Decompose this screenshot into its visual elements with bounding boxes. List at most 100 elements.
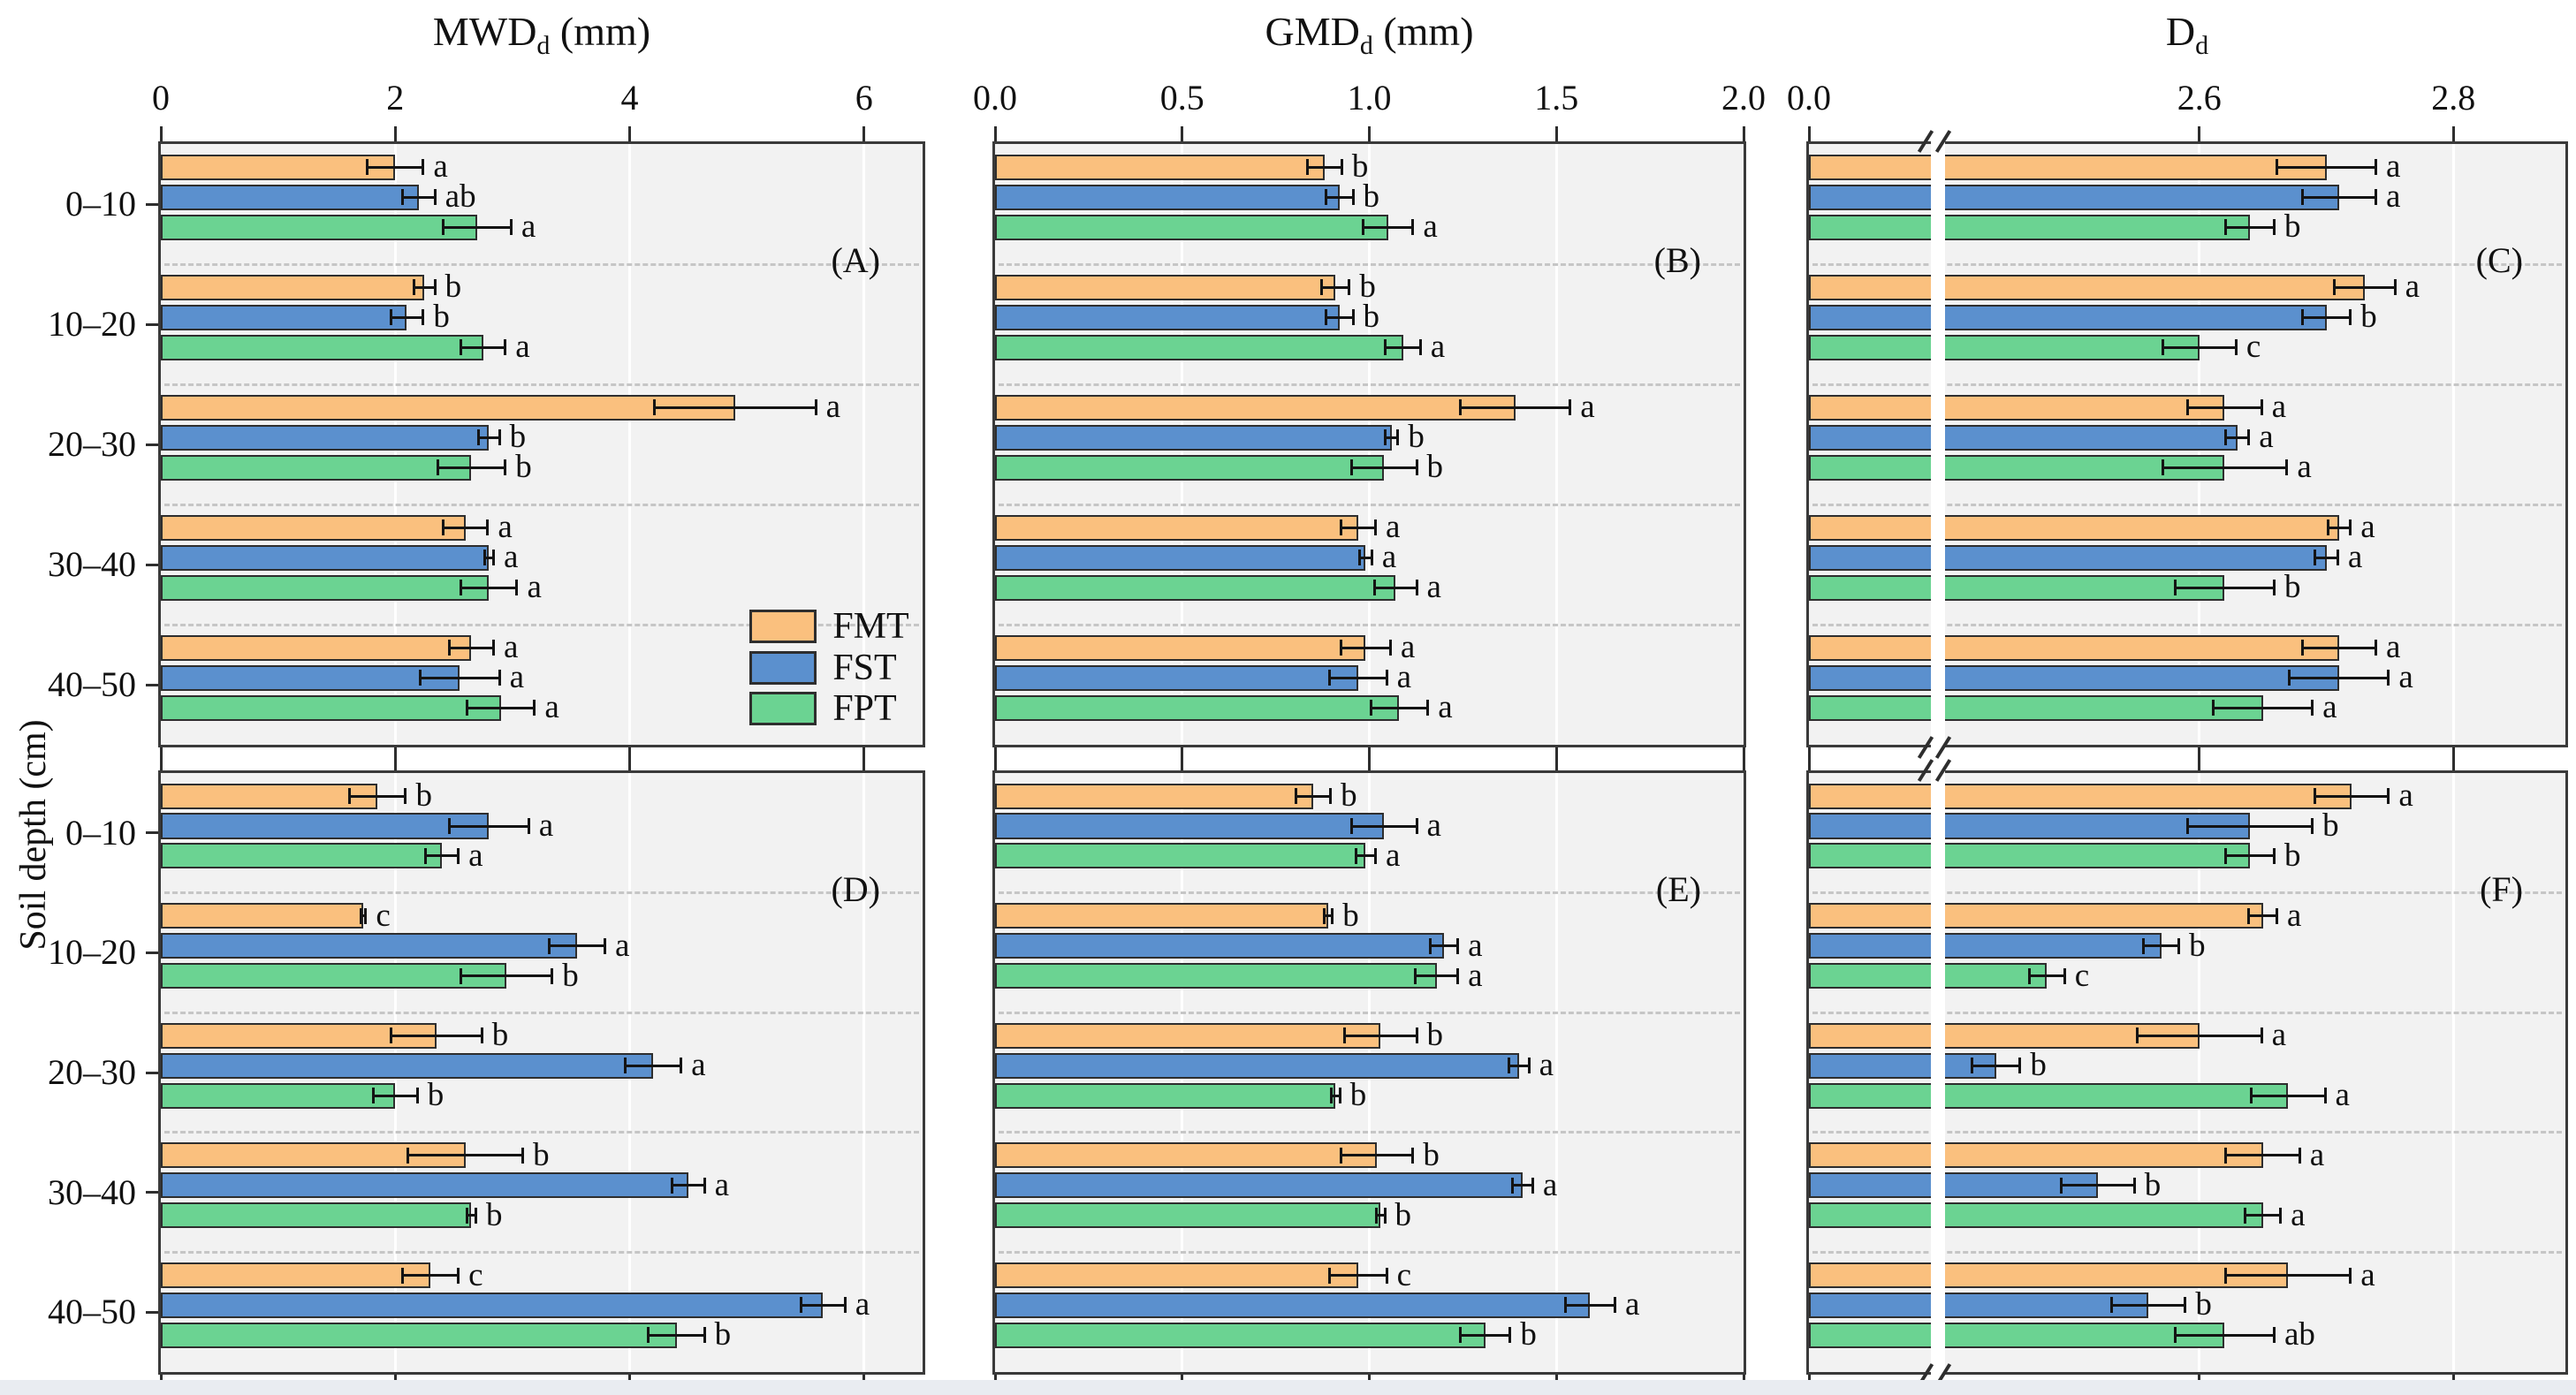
x-tick-label: 1.0 — [1347, 78, 1392, 118]
group-separator — [164, 1011, 919, 1014]
sig-letter: ab — [2283, 1316, 2315, 1353]
x-tick — [2198, 126, 2201, 141]
error-bar — [2224, 1274, 2352, 1277]
bar-FMT — [161, 154, 396, 180]
sig-letter: a — [1580, 389, 1595, 426]
bar-FST — [1809, 1292, 2149, 1318]
error-bar-cap — [1357, 550, 1361, 566]
axis-title: MWDd (mm) — [432, 9, 651, 61]
x-tick — [862, 126, 866, 141]
bar-FPT — [995, 214, 1388, 240]
x-tick — [627, 755, 631, 770]
bar-FMT — [1809, 1262, 2289, 1289]
error-bar — [652, 406, 817, 409]
error-bar-cap — [2279, 1207, 2283, 1224]
bar-FST — [161, 1052, 653, 1079]
panel-E: (E) b a a b a a b a b b a b c a b — [992, 755, 1746, 1390]
sig-letter: b — [1426, 449, 1444, 486]
error-bar-cap — [2177, 937, 2181, 954]
error-bar-cap — [2272, 219, 2276, 236]
group-label: 30–40 — [48, 1171, 136, 1212]
error-bar-cap — [1415, 1027, 1418, 1044]
error-bar-cap — [1418, 339, 1422, 356]
error-bar-cap — [2247, 429, 2251, 446]
bar-FMT — [995, 634, 1366, 661]
error-bar — [442, 526, 490, 529]
error-bar-cap — [603, 937, 606, 954]
error-bar-cap — [457, 1267, 460, 1284]
bar-FPT — [1809, 1082, 2289, 1109]
sig-letter: b — [2322, 807, 2339, 844]
error-bar-cap — [498, 429, 501, 446]
error-bar-cap — [2300, 640, 2304, 656]
error-bar-cap — [1456, 937, 1460, 954]
y-tick — [146, 1191, 158, 1194]
x-tick — [2198, 747, 2201, 762]
sig-letter: a — [2360, 509, 2375, 546]
error-bar-cap — [483, 550, 486, 566]
bar-FPT — [995, 843, 1366, 869]
error-bar-cap — [2247, 907, 2251, 924]
error-bar-cap — [447, 818, 451, 834]
x-tick — [393, 126, 397, 141]
x-tick — [1807, 755, 1811, 770]
group-separator — [164, 383, 919, 386]
error-bar — [465, 1214, 478, 1217]
sig-letter: b — [433, 299, 450, 336]
error-bar-cap — [1459, 1327, 1463, 1344]
error-bar — [2275, 165, 2377, 169]
y-tick — [146, 1071, 158, 1074]
error-bar-cap — [1330, 1088, 1334, 1104]
error-bar — [1324, 195, 1355, 199]
group-separator — [999, 891, 1740, 895]
sig-letter: a — [2386, 629, 2401, 666]
x-tick — [1368, 126, 1371, 141]
error-bar — [460, 586, 519, 589]
sig-letter: a — [855, 1286, 870, 1323]
error-bar-cap — [1426, 700, 1430, 716]
sig-letter: a — [1539, 1047, 1554, 1084]
x-tick — [1554, 755, 1558, 770]
group-label: 10–20 — [48, 304, 136, 344]
panel-A: 0 2 4 6 MWDd (mm) (A) 0–10 10–20 20–30 30–40 40–50… — [48, 11, 925, 762]
sig-letter: a — [1385, 509, 1401, 546]
error-bar-cap — [2173, 1327, 2177, 1344]
x-tick-label: 0.0 — [973, 78, 1017, 118]
sig-letter: a — [2335, 1077, 2350, 1114]
bar-FPT — [1809, 1322, 2225, 1348]
sig-letter: a — [2386, 178, 2401, 216]
error-bar-cap — [1385, 670, 1388, 686]
x-tick — [1807, 126, 1811, 141]
error-bar-cap — [2224, 429, 2228, 446]
error-bar — [1459, 406, 1572, 409]
error-bar-cap — [2224, 847, 2228, 864]
error-bar-cap — [422, 159, 425, 176]
error-bar-cap — [1370, 550, 1373, 566]
error-bar-cap — [1511, 1177, 1515, 1194]
x-tick — [993, 747, 997, 762]
sig-letter: a — [2259, 419, 2274, 456]
sig-letter: b — [2195, 1286, 2212, 1323]
panel-letter: (E) — [1655, 868, 1701, 909]
gridline — [2451, 773, 2455, 1372]
sig-letter: b — [714, 1316, 732, 1353]
error-bar-cap — [2323, 1088, 2327, 1104]
bar-FPT — [161, 574, 490, 601]
error-bar — [424, 854, 460, 858]
error-bar-cap — [2260, 399, 2263, 416]
legend-swatch — [749, 650, 817, 685]
sig-letter: a — [521, 208, 536, 246]
bar-FMT — [995, 903, 1328, 929]
error-bar-cap — [2300, 189, 2304, 206]
error-bar — [418, 676, 501, 679]
error-bar — [1330, 1094, 1341, 1097]
x-tick — [159, 747, 163, 762]
error-bar-cap — [1459, 399, 1463, 416]
error-bar-cap — [1324, 309, 1327, 326]
error-bar-cap — [1383, 1207, 1387, 1224]
sig-letter: b — [533, 1136, 550, 1173]
sig-letter: a — [1396, 659, 1412, 696]
sig-letter: a — [2297, 449, 2312, 486]
error-bar-cap — [460, 339, 463, 356]
sig-letter: b — [1423, 1136, 1440, 1173]
